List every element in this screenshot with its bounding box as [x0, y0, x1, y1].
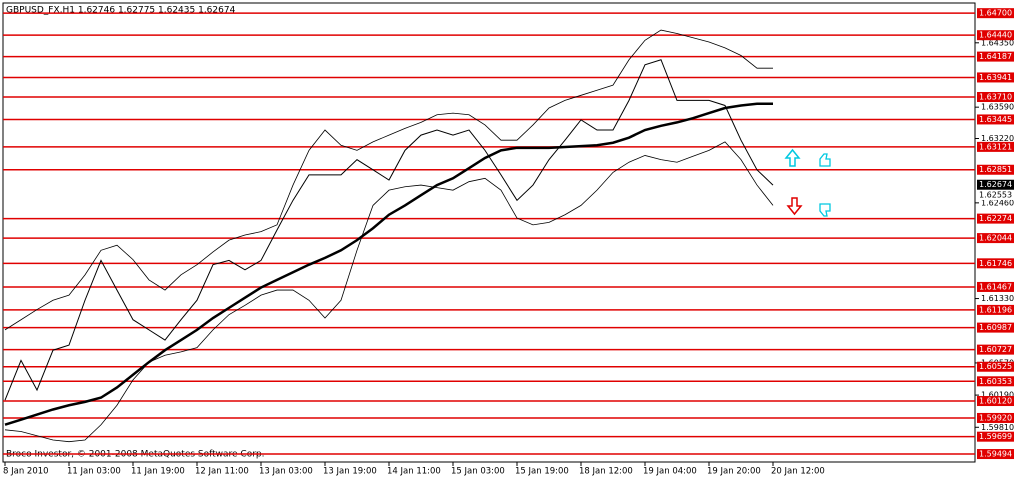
x-tick-label: 20 Jan 12:00: [771, 467, 825, 477]
x-tick-label: 8 Jan 2010: [3, 467, 49, 477]
x-tick-label: 19 Jan 20:00: [707, 467, 761, 477]
level-label: 1.63121: [979, 142, 1012, 151]
price-marker-label: 1.62674: [979, 180, 1012, 189]
level-label: 1.59699: [979, 432, 1012, 441]
level-label-box: [977, 164, 1014, 175]
level-label: 1.59920: [979, 413, 1012, 422]
level-label: 1.64187: [979, 52, 1012, 61]
x-tick-label: 15 Jan 19:00: [515, 467, 569, 477]
level-label-box: [977, 376, 1014, 387]
level-label-box: [977, 258, 1014, 269]
price-marker-box: [977, 189, 1014, 200]
level-label: 1.63710: [979, 93, 1012, 102]
level-label: 1.60727: [979, 345, 1012, 354]
y-tick-label: 1.62460: [981, 198, 1014, 207]
level-label-box: [977, 8, 1014, 19]
y-tick-label: 1.64350: [981, 38, 1014, 47]
level-label-box: [977, 281, 1014, 292]
level-label-box: [977, 361, 1014, 372]
level-label-box: [977, 92, 1014, 103]
signal-icons: [784, 148, 831, 217]
y-tick-label: 1.61330: [981, 294, 1014, 303]
level-label: 1.61467: [979, 282, 1012, 291]
x-tick-label: 13 Jan 03:00: [259, 467, 313, 477]
up-arrow: [784, 148, 801, 167]
price-line: [4, 59, 774, 401]
x-tick-label: 15 Jan 03:00: [451, 467, 505, 477]
level-label-box: [977, 213, 1014, 224]
level-label: 1.59494: [979, 450, 1012, 459]
down-arrow: [786, 197, 803, 216]
level-label-box: [977, 233, 1014, 244]
level-label: 1.61746: [979, 259, 1012, 268]
x-tick-label: 18 Jan 12:00: [579, 467, 633, 477]
plot-frame: [2, 2, 976, 463]
indicator-line: [4, 102, 773, 426]
level-label-box: [977, 304, 1014, 315]
chart-title: GBPUSD_FX,H1 1.62746 1.62775 1.62435 1.6…: [6, 6, 236, 16]
price-marker-label: 1.62553: [979, 190, 1012, 199]
x-tick-label: 19 Jan 04:00: [643, 467, 697, 477]
level-label-box: [977, 431, 1014, 442]
x-tick-label: 11 Jan 03:00: [67, 467, 121, 477]
level-label: 1.63445: [979, 115, 1012, 124]
level-label: 1.64700: [979, 9, 1012, 18]
y-tick-label: 1.60190: [981, 391, 1014, 400]
x-tick-label: 11 Jan 19:00: [131, 467, 185, 477]
level-label: 1.64440: [979, 31, 1012, 40]
x-tick-label: 12 Jan 11:00: [195, 467, 249, 477]
x-tick-label: 13 Jan 19:00: [323, 467, 377, 477]
level-label-box: [977, 396, 1014, 407]
thumb-up: [819, 153, 831, 167]
level-label: 1.60120: [979, 397, 1012, 406]
indicator-line: [4, 29, 773, 331]
level-label-box: [977, 72, 1014, 83]
level-label-box: [977, 114, 1014, 125]
y-tick-label: 1.59810: [981, 423, 1014, 432]
level-label: 1.62274: [979, 214, 1012, 223]
x-tick-label: 14 Jan 11:00: [387, 467, 441, 477]
level-label-box: [977, 412, 1014, 423]
level-label: 1.60987: [979, 323, 1012, 332]
level-label-box: [977, 449, 1014, 460]
level-label: 1.62851: [979, 165, 1012, 174]
level-label-box: [977, 30, 1014, 41]
level-label: 1.63941: [979, 73, 1012, 82]
y-tick-label: 1.63220: [981, 134, 1014, 143]
level-label-box: [977, 344, 1014, 355]
thumb-down: [819, 203, 831, 217]
level-label: 1.60353: [979, 377, 1012, 386]
level-label-box: [977, 322, 1014, 333]
level-label: 1.60525: [979, 362, 1012, 371]
indicator-line: [4, 141, 774, 443]
level-label-box: [977, 141, 1014, 152]
price-marker-box: [977, 179, 1014, 190]
y-tick-label: 1.63590: [981, 103, 1014, 112]
level-label-box: [977, 51, 1014, 62]
level-label: 1.62044: [979, 234, 1012, 243]
level-label: 1.61196: [979, 305, 1012, 314]
